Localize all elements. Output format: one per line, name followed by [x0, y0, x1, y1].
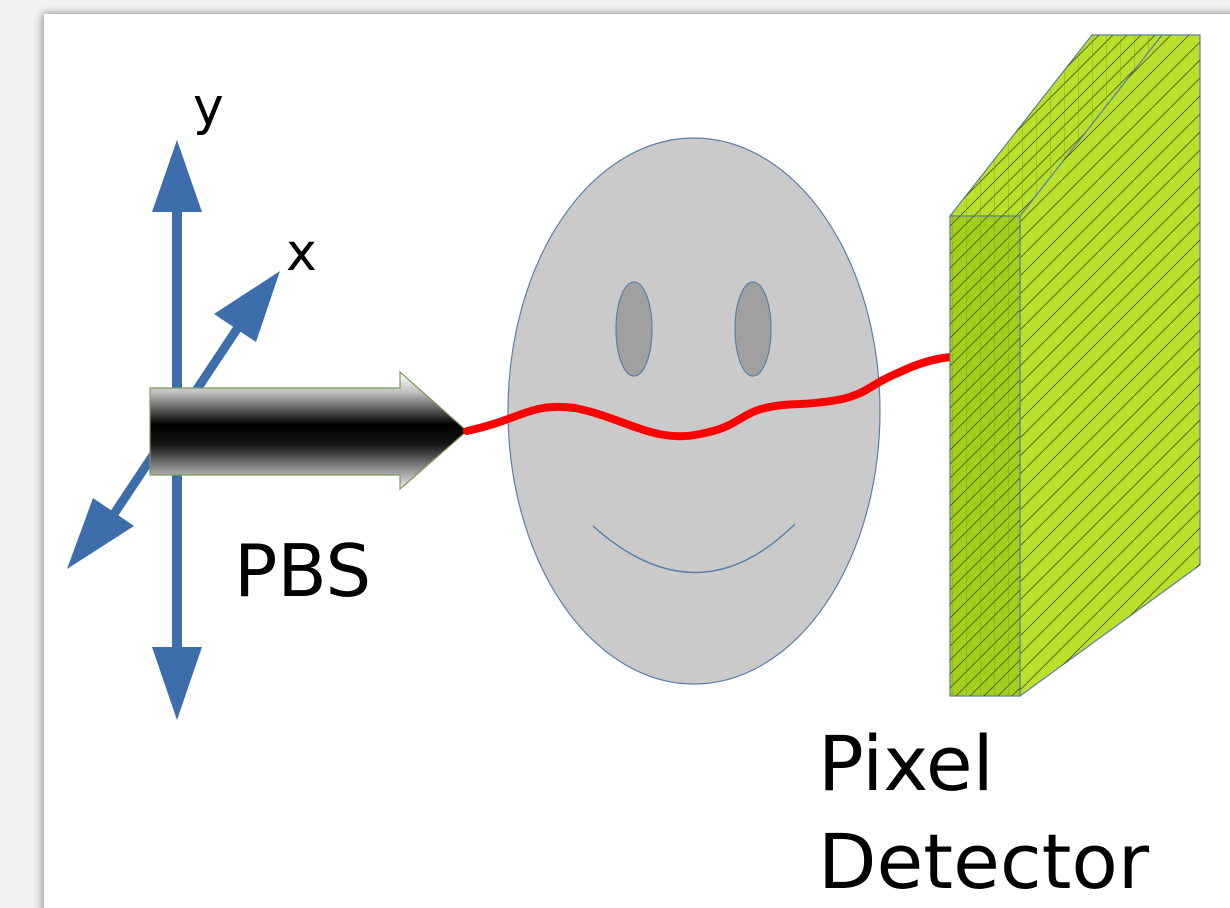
- beam-path: [463, 352, 992, 441]
- pbs-label: PBS: [234, 529, 371, 613]
- right-eye: [734, 281, 772, 377]
- y-axis-label: y: [193, 77, 224, 137]
- pixel-detector: [948, 34, 1201, 698]
- left-eye: [615, 281, 653, 377]
- detector-label-line1: Pixel: [818, 719, 994, 808]
- x-axis-label: x: [286, 223, 317, 283]
- smiley-face: [507, 137, 881, 685]
- mouth: [592, 523, 796, 574]
- detector-label-line2: Detector: [818, 817, 1150, 906]
- pbs-beam-arrow: [149, 370, 468, 491]
